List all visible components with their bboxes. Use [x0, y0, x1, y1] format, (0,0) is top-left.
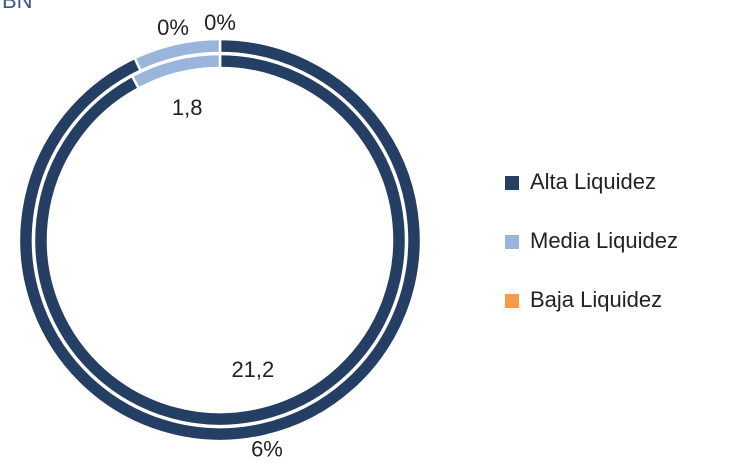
data-label: 21,2 — [231, 357, 274, 382]
legend-swatch — [505, 294, 519, 308]
data-label: 6% — [251, 437, 283, 462]
chart-title: BN — [2, 0, 33, 13]
donut-segment — [32, 52, 408, 428]
legend-label: Alta Liquidez — [530, 169, 656, 194]
legend-swatch — [505, 176, 519, 190]
donut-segment — [17, 37, 423, 443]
legend-swatch — [505, 235, 519, 249]
data-label: 0% — [204, 10, 236, 35]
donut-segment — [133, 37, 222, 73]
legend-label: Media Liquidez — [530, 228, 678, 253]
data-label: 1,8 — [172, 95, 203, 120]
legend-label: Baja Liquidez — [530, 287, 662, 312]
data-label: 0% — [157, 15, 189, 40]
